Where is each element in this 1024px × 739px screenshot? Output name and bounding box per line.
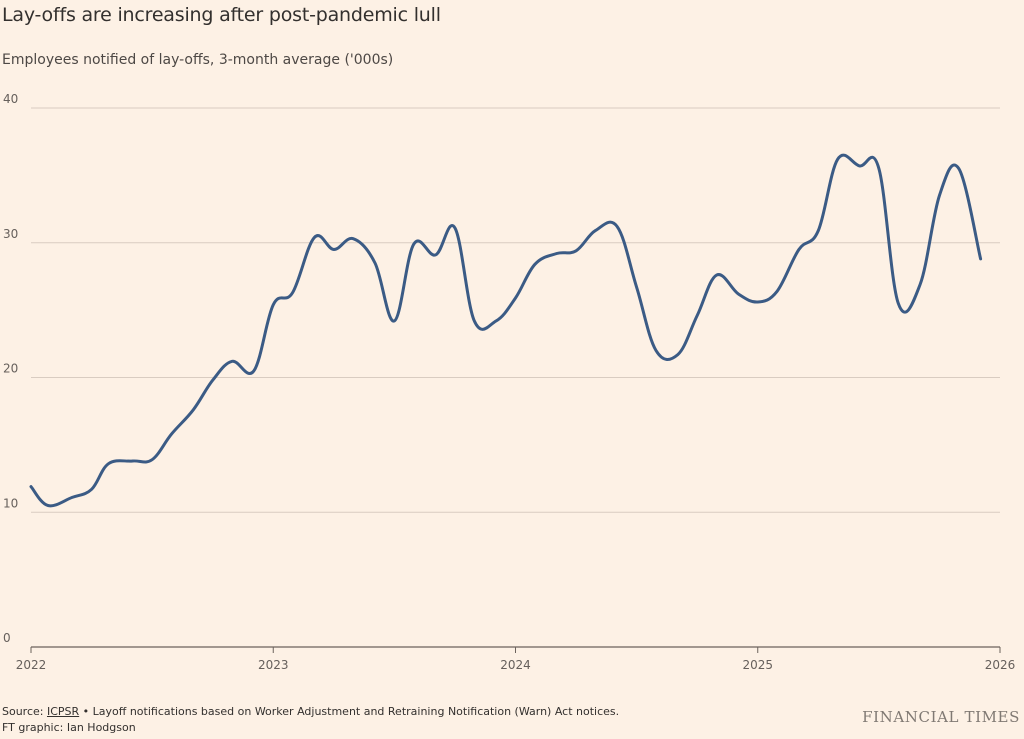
chart-subtitle: Employees notified of lay-offs, 3-month … xyxy=(2,52,394,68)
grid-lines xyxy=(31,107,1000,648)
chart-footer: Source: ICPSR • Layoff notifications bas… xyxy=(2,704,619,736)
data-point xyxy=(855,162,863,170)
source-link[interactable]: ICPSR xyxy=(46,705,80,718)
data-point xyxy=(470,317,478,325)
data-point xyxy=(88,485,96,493)
data-point xyxy=(44,502,52,510)
data-point xyxy=(674,351,682,359)
data-point xyxy=(330,245,338,253)
source-prefix: Source: xyxy=(2,705,47,718)
data-point xyxy=(531,260,539,268)
ft-logo: FINANCIAL TIMES xyxy=(862,708,1020,726)
data-point xyxy=(371,259,379,267)
x-tick-label: 2023 xyxy=(258,658,289,672)
chart-title: Lay-offs are increasing after post-pande… xyxy=(2,4,441,26)
data-point xyxy=(814,227,822,235)
data-point xyxy=(68,493,76,501)
data-point xyxy=(105,460,113,468)
x-tick-label: 2022 xyxy=(16,658,47,672)
data-point xyxy=(129,457,137,465)
x-tick-label: 2026 xyxy=(985,658,1016,672)
data-point xyxy=(977,255,985,263)
y-tick-label: 30 xyxy=(3,227,18,241)
y-tick-label: 20 xyxy=(3,362,18,376)
data-point xyxy=(168,430,176,438)
line-chart: 0 10 20 30 40 2022 2023 2024 2025 2026 xyxy=(3,92,1016,672)
x-tick-label: 2024 xyxy=(500,658,531,672)
data-point xyxy=(591,227,599,235)
data-point xyxy=(189,406,197,414)
data-point xyxy=(652,347,660,355)
data-point xyxy=(410,240,418,248)
data-point xyxy=(613,223,621,231)
data-point xyxy=(572,247,580,255)
data-point xyxy=(432,251,440,259)
data-point xyxy=(228,357,236,365)
data-point xyxy=(955,165,963,173)
source-note: • Layoff notifications based on Worker A… xyxy=(79,705,620,718)
data-point xyxy=(894,299,902,307)
y-tick-label: 0 xyxy=(3,631,11,645)
source-line: Source: ICPSR • Layoff notifications bas… xyxy=(2,704,619,720)
data-point xyxy=(492,317,500,325)
data-point xyxy=(349,235,357,243)
data-point xyxy=(713,271,721,279)
data-point xyxy=(451,224,459,232)
data-point xyxy=(250,367,258,375)
data-point xyxy=(754,298,762,306)
series-line-0 xyxy=(29,153,983,508)
data-point xyxy=(289,289,297,297)
graphic-credit: FT graphic: Ian Hodgson xyxy=(2,721,136,734)
y-axis-labels: 0 10 20 30 40 xyxy=(3,92,18,645)
data-point xyxy=(834,155,842,163)
data-point xyxy=(875,165,883,173)
data-point xyxy=(734,290,742,298)
x-axis: 2022 2023 2024 2025 2026 xyxy=(16,647,1016,672)
data-point xyxy=(390,317,398,325)
data-point xyxy=(773,287,781,295)
data-point xyxy=(512,294,520,302)
data-point xyxy=(633,283,641,291)
data-point xyxy=(209,376,217,384)
data-point xyxy=(553,250,561,258)
data-point xyxy=(916,281,924,289)
y-tick-label: 10 xyxy=(3,496,18,510)
data-point xyxy=(310,233,318,241)
data-point xyxy=(935,192,943,200)
x-tick-label: 2025 xyxy=(742,658,773,672)
data-point xyxy=(27,483,35,491)
data-point xyxy=(795,245,803,253)
y-tick-label: 40 xyxy=(3,92,18,106)
data-point xyxy=(269,301,277,309)
data-point xyxy=(693,312,701,320)
data-point xyxy=(148,456,156,464)
series-layer xyxy=(27,153,985,510)
